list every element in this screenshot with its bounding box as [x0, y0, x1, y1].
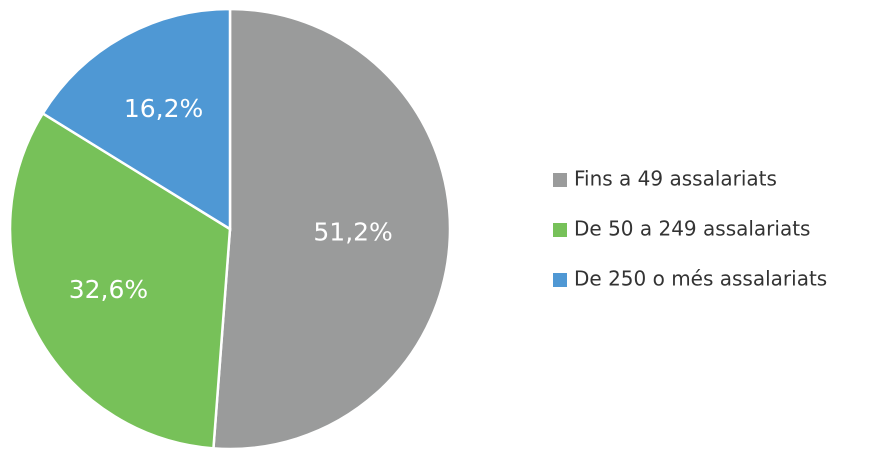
- legend-label: Fins a 49 assalariats: [574, 167, 777, 191]
- value-label: 51,2%: [313, 218, 392, 247]
- value-label: 32,6%: [69, 275, 148, 304]
- legend-label: De 50 a 249 assalariats: [574, 217, 810, 241]
- legend-label: De 250 o més assalariats: [574, 267, 827, 291]
- pie-slice: [41, 7, 232, 232]
- value-label: 16,2%: [124, 94, 203, 123]
- legend-swatch: [553, 273, 567, 287]
- legend-swatch: [553, 223, 567, 237]
- pie-slice: [212, 7, 452, 449]
- legend-swatch: [553, 173, 567, 187]
- pie-slice: [8, 111, 232, 449]
